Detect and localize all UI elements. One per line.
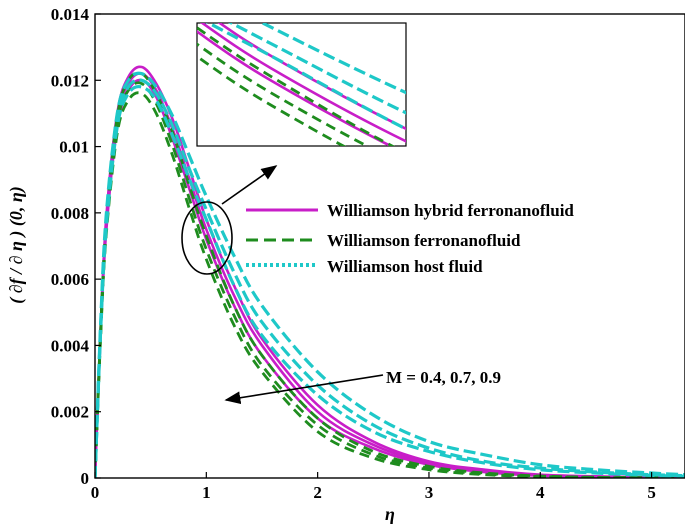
x-tick-label: 4 <box>536 483 545 502</box>
y-axis-label: ( ∂f / ∂ η ) (0, η) <box>6 186 27 304</box>
x-tick-label: 0 <box>91 483 100 502</box>
legend: Williamson hybrid ferronanofluid William… <box>246 201 574 276</box>
x-tick-label: 2 <box>313 483 322 502</box>
series-1-curve-2 <box>95 91 685 478</box>
x-tick-label: 3 <box>425 483 434 502</box>
parameter-annotation: M = 0.4, 0.7, 0.9 <box>386 368 501 387</box>
legend-label-hybrid: Williamson hybrid ferronanofluid <box>327 201 574 220</box>
inset-arrow <box>221 165 278 205</box>
y-tick-label: 0 <box>81 469 90 488</box>
y-tick-label: 0.01 <box>59 138 89 157</box>
y-tick-label: 0.004 <box>51 336 90 355</box>
y-tick-label: 0.002 <box>51 403 89 422</box>
series-2-curve-2 <box>95 84 685 478</box>
parameter-arrow <box>224 374 384 405</box>
legend-label-ferro: Williamson ferronanofluid <box>327 231 521 250</box>
series-layer <box>95 65 685 478</box>
plot-frame <box>94 13 685 479</box>
y-tick-label: 0.008 <box>51 204 89 223</box>
x-tick-label: 1 <box>202 483 211 502</box>
axes-layer: 0 1 2 3 4 5 0 0.002 0.004 0.006 0.008 0.01 0.012 0.01… <box>51 5 685 502</box>
legend-label-host: Williamson host fluid <box>327 257 483 276</box>
y-tick-label: 0.006 <box>51 270 89 289</box>
y-tick-label: 0.014 <box>51 5 90 24</box>
x-tick-label: 5 <box>647 483 656 502</box>
x-axis-label: η <box>385 504 395 524</box>
highlight-ellipse <box>181 201 233 275</box>
y-tick-label: 0.012 <box>51 71 89 90</box>
